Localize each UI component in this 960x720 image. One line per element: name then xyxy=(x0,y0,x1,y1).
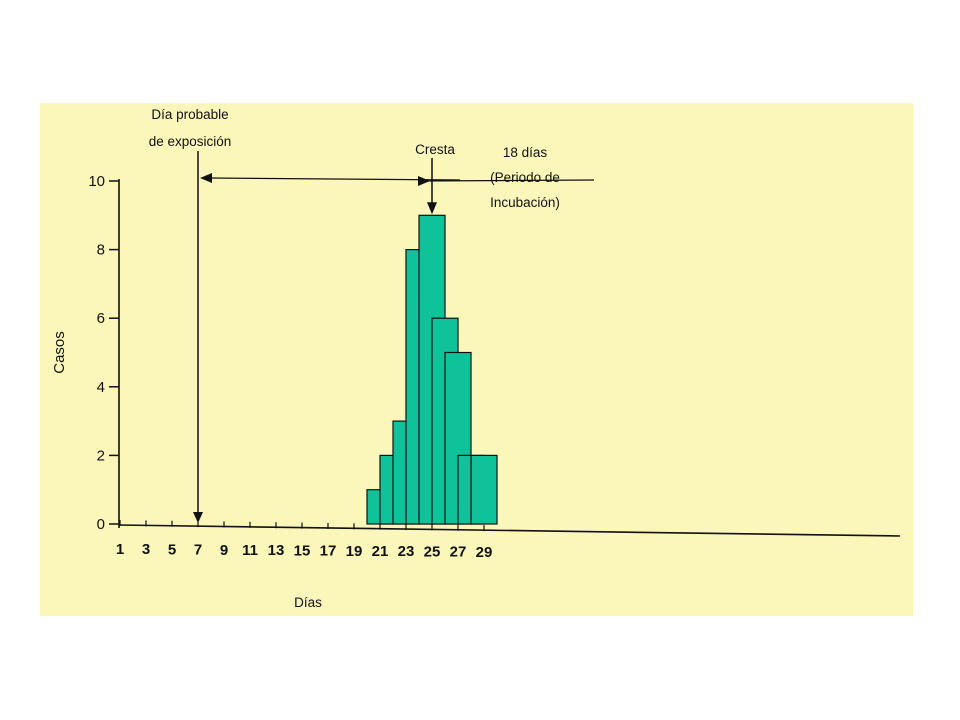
incubation-arrowhead-left xyxy=(200,173,212,183)
x-tick-label: 27 xyxy=(450,544,467,561)
x-tick-label: 5 xyxy=(168,541,176,558)
y-axis-label: Casos xyxy=(51,331,68,374)
x-tick-label: 19 xyxy=(346,543,363,560)
x-tick-label: 13 xyxy=(268,542,285,559)
incubation-arrow-right xyxy=(419,179,595,182)
incubation-label-line3: Incubación) xyxy=(490,195,560,210)
x-ticks: 1 3 5 7 9 11 13 15 17 19 21 23 25 27 29 xyxy=(116,520,493,561)
y-tick-label: 10 xyxy=(88,173,105,190)
bars-layer xyxy=(366,214,498,525)
y-ticks: 0 2 4 6 8 10 xyxy=(88,173,119,533)
x-tick-label: 1 xyxy=(116,541,124,558)
incubation-label-line2: (Periodo de xyxy=(490,170,560,185)
chart-frame: 0 2 4 6 8 10 1 3 5 7 9 11 13 15 17 19 21 23 25 27 29 Casos … xyxy=(40,103,913,616)
axes-layer xyxy=(118,179,901,537)
x-tick-label: 3 xyxy=(142,541,150,558)
x-tick-label: 23 xyxy=(398,543,415,560)
x-tick-label: 21 xyxy=(372,543,389,560)
y-tick-label: 8 xyxy=(97,242,105,259)
y-tick-label: 6 xyxy=(97,310,105,327)
x-tick-label: 29 xyxy=(476,544,493,561)
y-tick-label: 4 xyxy=(97,379,105,396)
x-tick-label: 15 xyxy=(294,542,311,559)
x-tick-label: 7 xyxy=(194,542,202,559)
bar-day-29 xyxy=(470,454,498,525)
x-tick-label: 17 xyxy=(320,543,337,560)
exposure-label-line1: Día probable xyxy=(151,107,228,122)
incubation-arrowhead-right xyxy=(418,176,430,186)
peak-arrowhead xyxy=(427,202,437,215)
y-tick-label: 2 xyxy=(97,447,105,464)
x-axis-label: Días xyxy=(294,595,322,610)
x-tick-label: 11 xyxy=(242,542,258,559)
x-axis-line xyxy=(118,524,901,537)
exposure-arrowhead xyxy=(193,512,203,523)
incubation-label-line1: 18 días xyxy=(503,145,548,160)
y-tick-label: 0 xyxy=(97,516,105,533)
exposure-label-line2: de exposición xyxy=(149,134,232,149)
peak-label: Cresta xyxy=(415,142,455,157)
x-tick-label: 9 xyxy=(220,542,228,559)
x-tick-label: 25 xyxy=(424,543,441,560)
